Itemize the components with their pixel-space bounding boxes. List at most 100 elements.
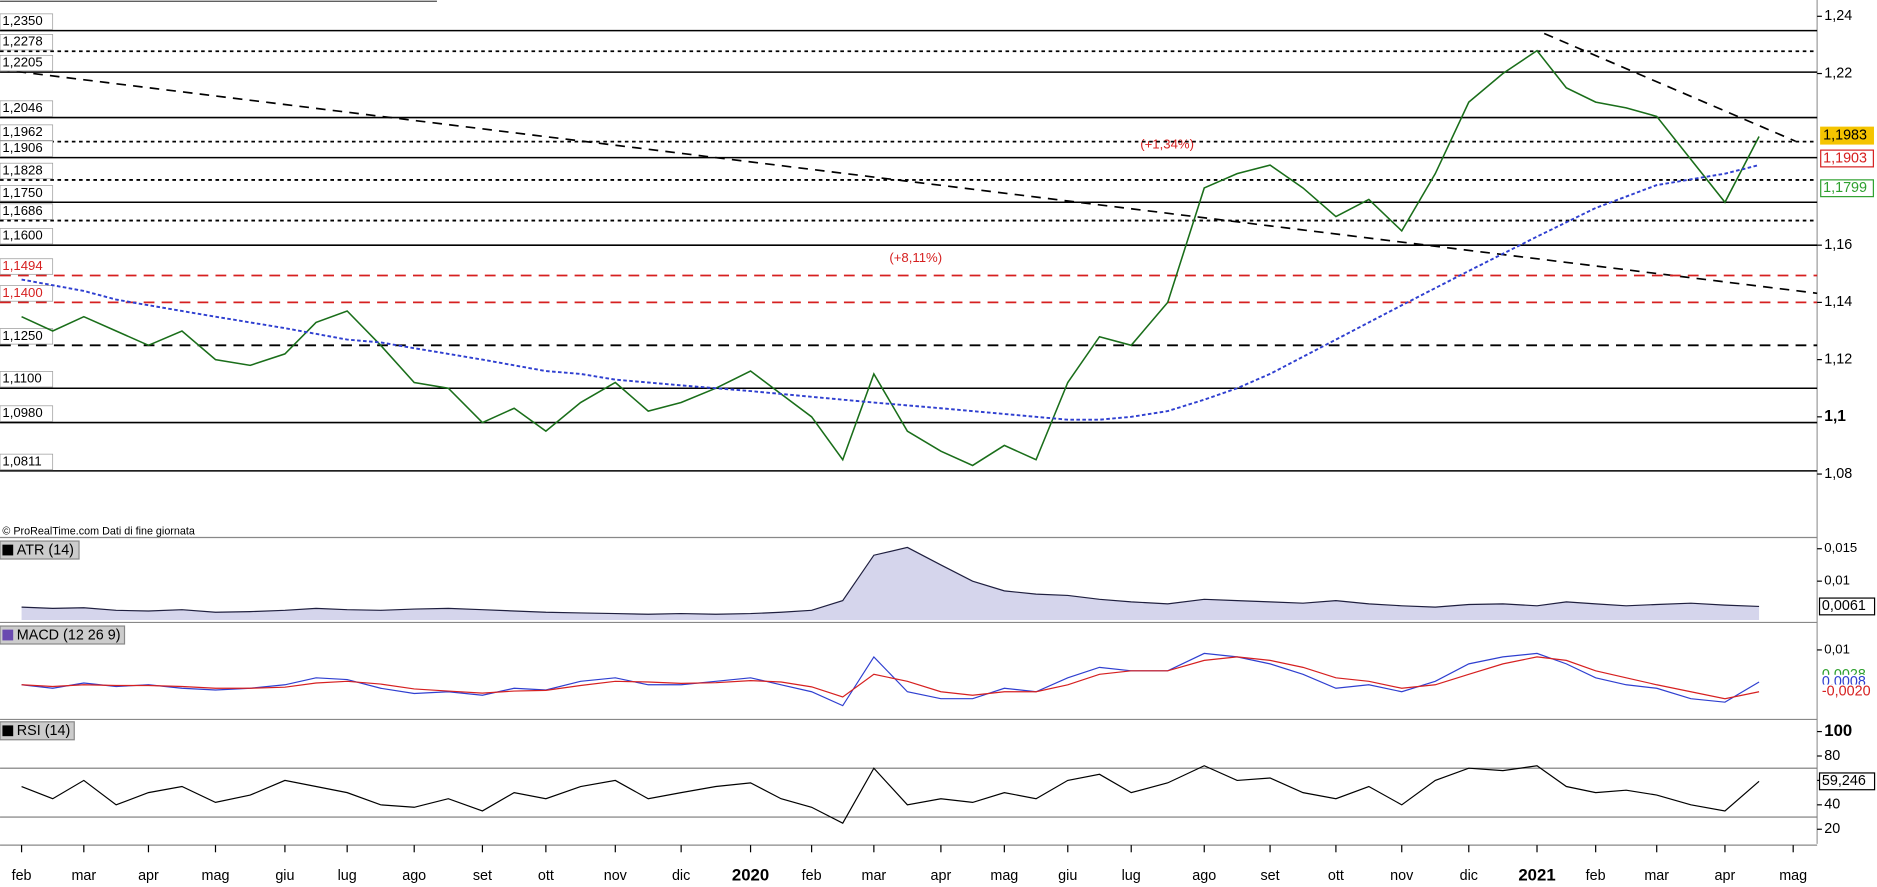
price-tag bbox=[1820, 179, 1874, 198]
level-label-box bbox=[0, 13, 54, 30]
x-tick-label: nov bbox=[604, 868, 628, 884]
x-tick-label: lug bbox=[1122, 868, 1141, 884]
level-label-box bbox=[0, 140, 54, 157]
level-label: 1,1906 bbox=[2, 140, 42, 155]
level-label-box bbox=[0, 405, 54, 422]
macd-line bbox=[21, 652, 1760, 707]
level-label-box bbox=[0, 54, 54, 72]
level-label: 1,1100 bbox=[2, 371, 41, 386]
trendline bbox=[0, 68, 1818, 295]
value-tag bbox=[1818, 597, 1876, 616]
x-tick-label: mag bbox=[1779, 868, 1807, 884]
x-tick-label: ago bbox=[1192, 868, 1216, 884]
y-tick-label: 80 bbox=[1824, 748, 1840, 764]
panel-label-box bbox=[0, 625, 126, 645]
level-label: 1,1494 bbox=[2, 258, 42, 273]
level-label: 1,1686 bbox=[2, 203, 42, 218]
rsi-line bbox=[21, 765, 1760, 824]
panel-icon bbox=[2, 725, 14, 737]
level-label-box bbox=[0, 285, 54, 302]
x-tick-label: ago bbox=[402, 868, 426, 884]
level-label-box bbox=[0, 258, 54, 275]
panel-label: ATR (14) bbox=[17, 542, 74, 558]
level-label: 1,2350 bbox=[2, 13, 42, 28]
value-tag bbox=[1818, 772, 1876, 791]
x-tick-label: set bbox=[473, 868, 492, 884]
level-label: 1,0980 bbox=[2, 405, 42, 420]
panel-label-box bbox=[0, 540, 80, 560]
value-tag-label: 59,246 bbox=[1822, 773, 1866, 789]
y-tick-label: 1,1 bbox=[1824, 408, 1846, 425]
price-line bbox=[21, 164, 1760, 421]
price-line bbox=[21, 49, 1760, 467]
x-tick-label: feb bbox=[12, 868, 32, 884]
y-tick-label: 1,14 bbox=[1824, 294, 1852, 310]
x-tick-label: nov bbox=[1390, 868, 1414, 884]
macd-line bbox=[21, 656, 1760, 700]
x-tick-label: 2021 bbox=[1518, 866, 1555, 885]
annotation: (+8,11%) bbox=[889, 250, 942, 265]
level-label-box bbox=[0, 124, 54, 141]
x-tick-label: dic bbox=[672, 868, 690, 884]
level-label-box bbox=[0, 371, 54, 388]
level-label: 1,1400 bbox=[2, 285, 42, 300]
price-tag bbox=[1820, 149, 1874, 168]
y-tick-label: 0,01 bbox=[1824, 573, 1850, 588]
y-tick-label: 1,24 bbox=[1824, 8, 1852, 24]
level-label-box bbox=[0, 34, 54, 51]
trendline bbox=[1543, 32, 1796, 143]
credit: © ProRealTime.com Dati di fine giornata bbox=[2, 525, 194, 537]
panel-icon bbox=[2, 629, 14, 641]
level-label: 1,1962 bbox=[2, 124, 42, 139]
x-tick-label: set bbox=[1260, 868, 1279, 884]
x-tick-label: mag bbox=[990, 868, 1018, 884]
price-tag bbox=[1820, 126, 1874, 145]
y-tick-label: 0,015 bbox=[1824, 540, 1857, 555]
level-label-box bbox=[0, 203, 54, 220]
y-tick-label: 1,22 bbox=[1824, 65, 1852, 81]
y-tick-label: 1,12 bbox=[1824, 351, 1852, 367]
level-label-box bbox=[0, 100, 54, 117]
level-label: 1,2046 bbox=[2, 100, 42, 115]
y-tick-label: 1,08 bbox=[1824, 466, 1852, 482]
y-tick-label: 40 bbox=[1824, 797, 1840, 813]
level-label: 1,1600 bbox=[2, 228, 42, 243]
atr-line bbox=[21, 546, 1760, 615]
x-tick-label: apr bbox=[138, 868, 159, 884]
x-tick-label: 2020 bbox=[732, 866, 769, 885]
x-tick-label: mar bbox=[1644, 868, 1669, 884]
price-tag-label: 1,1983 bbox=[1823, 127, 1867, 143]
panel-label: RSI (14) bbox=[17, 723, 70, 739]
y-tick-label: 20 bbox=[1824, 821, 1840, 837]
panel-icon bbox=[2, 544, 14, 556]
level-label-box bbox=[0, 328, 54, 345]
level-label-box bbox=[0, 228, 54, 245]
x-tick-label: giu bbox=[1058, 868, 1077, 884]
value-tag-label: 0,0061 bbox=[1822, 598, 1866, 614]
value-tag-label: -0,0020 bbox=[1822, 684, 1871, 700]
x-tick-label: apr bbox=[1715, 868, 1736, 884]
x-tick-label: apr bbox=[931, 868, 952, 884]
price-tag-label: 1,1799 bbox=[1823, 180, 1867, 196]
panel-label-box bbox=[0, 721, 75, 741]
x-tick-label: feb bbox=[802, 868, 822, 884]
x-tick-label: lug bbox=[338, 868, 357, 884]
x-tick-label: feb bbox=[1586, 868, 1606, 884]
price-tag-label: 1,1903 bbox=[1823, 150, 1867, 166]
x-tick-label: mar bbox=[861, 868, 886, 884]
y-tick-label: 0,01 bbox=[1824, 641, 1850, 656]
level-label: 1,1250 bbox=[2, 328, 42, 343]
x-tick-label: giu bbox=[275, 868, 294, 884]
level-label: 1,2205 bbox=[2, 55, 42, 70]
level-label-box bbox=[0, 453, 54, 471]
value-tag bbox=[1819, 684, 1875, 699]
y-tick-label: 1,16 bbox=[1824, 237, 1852, 253]
x-tick-label: ott bbox=[1328, 868, 1344, 884]
level-label: 1,1750 bbox=[2, 185, 42, 200]
level-label: 1,1828 bbox=[2, 162, 42, 177]
annotation: (+1,34%) bbox=[1140, 136, 1194, 151]
level-label: 1,2278 bbox=[2, 34, 42, 49]
x-tick-label: mag bbox=[202, 868, 230, 884]
